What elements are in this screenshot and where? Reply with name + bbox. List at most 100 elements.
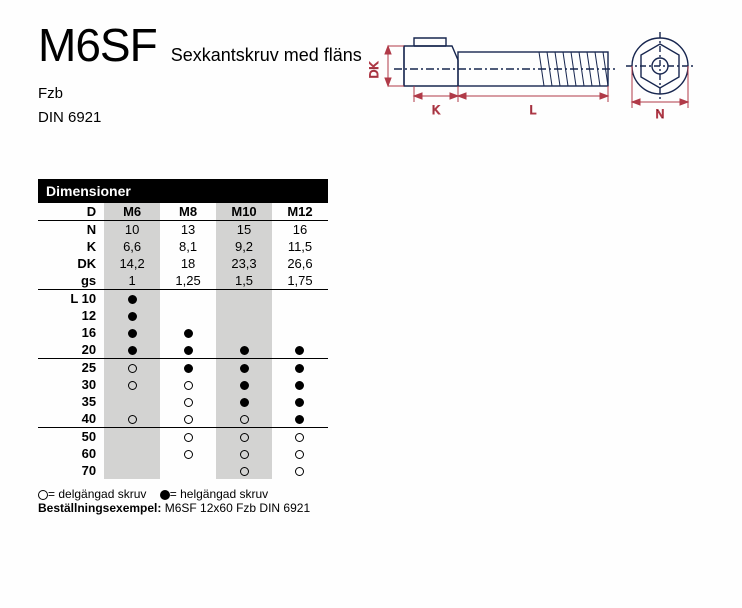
cell: 9,2: [216, 238, 272, 255]
cell: [104, 376, 160, 393]
row-label: 40: [38, 410, 104, 428]
cell: 15: [216, 221, 272, 239]
row-label: 60: [38, 445, 104, 462]
partial-thread-icon: [295, 450, 304, 459]
row-label: K: [38, 238, 104, 255]
cell: [272, 324, 328, 341]
cell: [272, 290, 328, 308]
cell: [160, 462, 216, 479]
cell: [272, 359, 328, 377]
cell: [160, 376, 216, 393]
cell: [104, 462, 160, 479]
full-thread-icon: [184, 364, 193, 373]
full-thread-icon: [240, 364, 249, 373]
cell: [216, 393, 272, 410]
cell: [104, 341, 160, 359]
cell: [272, 462, 328, 479]
cell: [216, 290, 272, 308]
product-description: Sexkantskruv med fläns: [171, 45, 362, 66]
full-thread-icon: [240, 381, 249, 390]
table-title: Dimensioner: [38, 179, 328, 203]
cell: 1,5: [216, 272, 272, 290]
row-label: 16: [38, 324, 104, 341]
cell: 13: [160, 221, 216, 239]
cell: [160, 324, 216, 341]
cell: 8,1: [160, 238, 216, 255]
standard-code: DIN 6921: [38, 106, 362, 130]
cell: 11,5: [272, 238, 328, 255]
cell: [272, 341, 328, 359]
row-label: 35: [38, 393, 104, 410]
partial-thread-icon: [295, 433, 304, 442]
cell: [104, 307, 160, 324]
row-label: N: [38, 221, 104, 239]
partial-thread-icon: [128, 381, 137, 390]
full-thread-icon: [240, 346, 249, 355]
row-label: 12: [38, 307, 104, 324]
cell: [160, 428, 216, 446]
cell: 14,2: [104, 255, 160, 272]
full-thread-icon: [128, 295, 137, 304]
cell: 6,6: [104, 238, 160, 255]
partial-thread-icon: [240, 415, 249, 424]
cell: 23,3: [216, 255, 272, 272]
row-label: 70: [38, 462, 104, 479]
partial-thread-icon: [128, 415, 137, 424]
cell: 10: [104, 221, 160, 239]
cell: 16: [272, 221, 328, 239]
cell: [272, 410, 328, 428]
cell: [160, 359, 216, 377]
cell: [160, 307, 216, 324]
row-label: 30: [38, 376, 104, 393]
full-thread-icon: [128, 312, 137, 321]
finish-code: Fzb: [38, 82, 362, 106]
row-label: 20: [38, 341, 104, 359]
cell: [216, 359, 272, 377]
full-thread-icon: [295, 415, 304, 424]
cell: [104, 290, 160, 308]
partial-thread-icon: [240, 467, 249, 476]
cell: [272, 393, 328, 410]
cell: [272, 445, 328, 462]
row-label: gs: [38, 272, 104, 290]
partial-thread-icon: [184, 381, 193, 390]
cell: [272, 428, 328, 446]
partial-thread-icon: [184, 450, 193, 459]
svg-text:K: K: [432, 103, 440, 117]
cell: [216, 376, 272, 393]
cell: [104, 359, 160, 377]
full-thread-icon: [295, 346, 304, 355]
cell: [272, 307, 328, 324]
cell: 1,75: [272, 272, 328, 290]
col-M12: M12: [272, 203, 328, 221]
cell: 1,25: [160, 272, 216, 290]
partial-thread-icon: [184, 433, 193, 442]
svg-text:L: L: [530, 103, 537, 117]
cell: [104, 445, 160, 462]
full-thread-icon: [240, 398, 249, 407]
cell: [104, 428, 160, 446]
partial-thread-icon: [240, 450, 249, 459]
cell: [216, 324, 272, 341]
cell: [272, 376, 328, 393]
partial-thread-icon: [295, 467, 304, 476]
full-thread-icon: [128, 346, 137, 355]
full-thread-icon: [128, 329, 137, 338]
cell: 18: [160, 255, 216, 272]
dimensions-table: Dimensioner D M6 M8 M10 M12 N10131516K6,…: [38, 179, 328, 515]
legend: = delgängad skruv = helgängad skruv Best…: [38, 487, 328, 515]
cell: [104, 393, 160, 410]
cell: [216, 341, 272, 359]
cell: [160, 341, 216, 359]
partial-thread-icon: [184, 415, 193, 424]
product-code: M6SF: [38, 18, 157, 72]
full-thread-icon: [295, 381, 304, 390]
svg-text:DK: DK: [367, 62, 381, 79]
partial-thread-icon: [240, 433, 249, 442]
full-thread-icon: [184, 329, 193, 338]
cell: [216, 462, 272, 479]
technical-drawing: DK K L: [364, 24, 704, 139]
partial-thread-icon: [128, 364, 137, 373]
col-M8: M8: [160, 203, 216, 221]
row-label: L 10: [38, 290, 104, 308]
